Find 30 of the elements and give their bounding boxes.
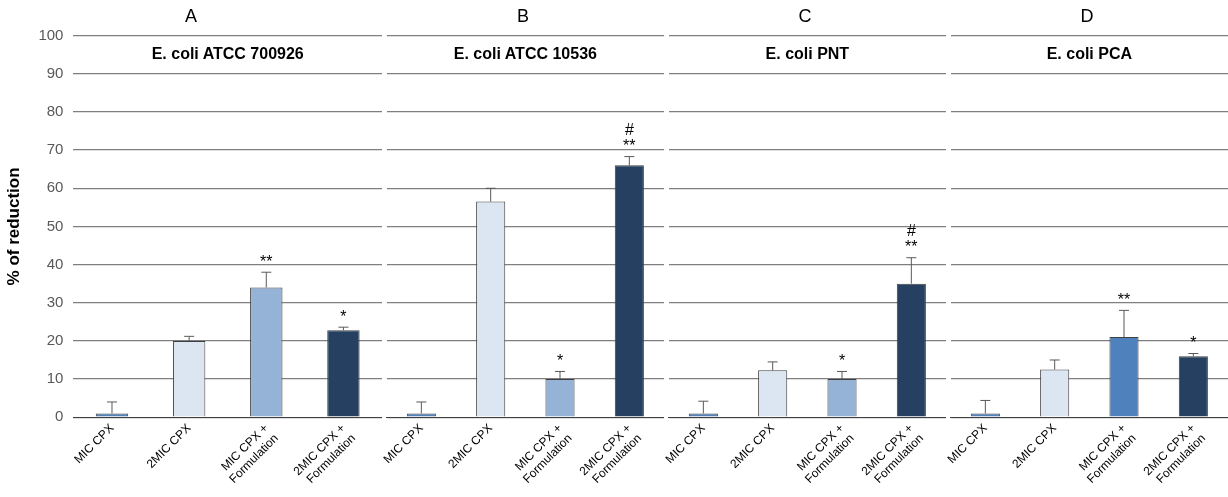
annotation: *	[556, 351, 564, 369]
y-tick-label: 90	[46, 63, 64, 81]
text: E. coli ATCC 700926	[151, 45, 304, 63]
y-tick-label: 100	[38, 25, 64, 43]
y-tick-label: 50	[46, 216, 64, 234]
chart-title: C	[798, 5, 812, 26]
annotation: #	[906, 222, 916, 240]
y-tick-label: 0	[55, 407, 64, 425]
y-axis-title: % of reduction	[3, 167, 23, 286]
annotation: *	[340, 307, 347, 325]
text: E. coli PNT	[765, 45, 850, 63]
annotation: **	[260, 252, 273, 270]
text: E. coli ATCC 10536	[453, 45, 598, 63]
y-tick-label: 40	[46, 254, 64, 272]
y-tick-label: 30	[46, 292, 64, 310]
chart-title: A	[184, 5, 198, 26]
annotation: **	[1117, 290, 1131, 308]
y-tick-label: 10	[46, 369, 64, 387]
y-tick-label: 70	[46, 140, 64, 158]
chart-title: D	[1080, 5, 1094, 26]
annotation: **	[623, 136, 636, 154]
y-tick-label: 60	[46, 178, 64, 196]
annotation: *	[1190, 333, 1197, 351]
annotation: **	[905, 238, 918, 256]
chart-title: B	[516, 5, 530, 26]
y-tick-label: 20	[46, 331, 64, 349]
y-tick-label: 80	[46, 102, 64, 120]
annotation: #	[624, 120, 634, 138]
text: E. coli PCA	[1046, 45, 1133, 63]
annotation: *	[838, 351, 846, 369]
